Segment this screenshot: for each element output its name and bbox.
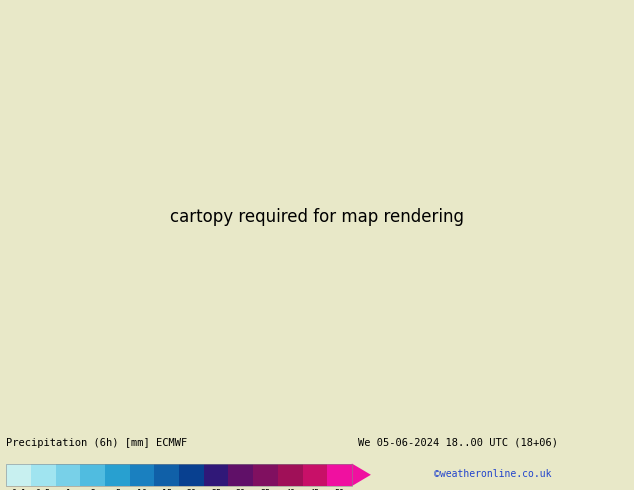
Bar — [179, 464, 204, 486]
Bar — [105, 464, 130, 486]
Text: 10: 10 — [137, 489, 147, 490]
Text: 45: 45 — [310, 489, 320, 490]
Bar — [278, 464, 302, 486]
Text: 15: 15 — [162, 489, 172, 490]
Bar — [6, 464, 31, 486]
Bar — [155, 464, 179, 486]
Text: 25: 25 — [211, 489, 221, 490]
Text: ©weatheronline.co.uk: ©weatheronline.co.uk — [434, 469, 552, 479]
Bar — [6, 464, 352, 486]
Text: Precipitation (6h) [mm] ECMWF: Precipitation (6h) [mm] ECMWF — [6, 438, 188, 447]
Text: 0.1: 0.1 — [11, 489, 26, 490]
Text: 2: 2 — [90, 489, 95, 490]
Bar — [228, 464, 253, 486]
Text: 35: 35 — [261, 489, 271, 490]
Text: 20: 20 — [186, 489, 197, 490]
Text: 0.5: 0.5 — [36, 489, 51, 490]
Polygon shape — [352, 464, 371, 486]
Bar — [302, 464, 327, 486]
Text: 30: 30 — [236, 489, 246, 490]
Text: 5: 5 — [115, 489, 120, 490]
Text: 1: 1 — [65, 489, 70, 490]
Bar — [56, 464, 81, 486]
Text: 40: 40 — [285, 489, 295, 490]
Text: We 05-06-2024 18..00 UTC (18+06): We 05-06-2024 18..00 UTC (18+06) — [358, 438, 558, 447]
Bar — [327, 464, 352, 486]
Bar — [253, 464, 278, 486]
Bar — [130, 464, 155, 486]
Bar — [31, 464, 56, 486]
Bar — [204, 464, 228, 486]
Text: cartopy required for map rendering: cartopy required for map rendering — [170, 208, 464, 226]
Text: 50: 50 — [335, 489, 344, 490]
Bar — [81, 464, 105, 486]
